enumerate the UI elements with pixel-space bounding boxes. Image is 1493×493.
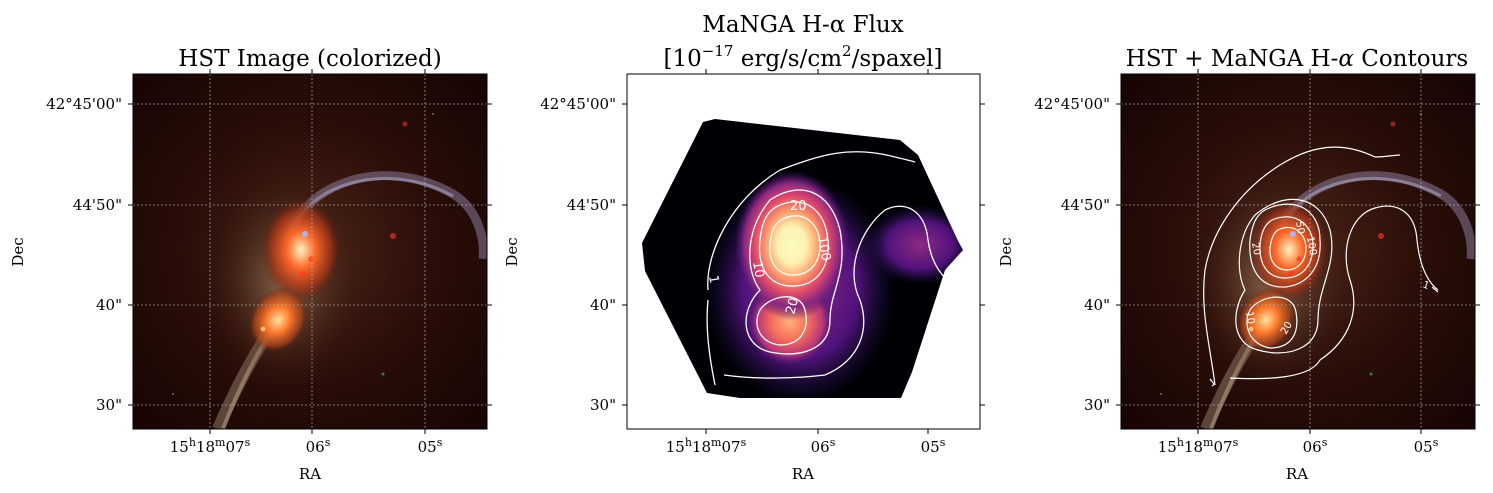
contour-10	[745, 189, 843, 355]
ytick-label: 42°45'00"	[46, 95, 122, 113]
xtick-label-ra1: 06s	[306, 436, 331, 456]
panel3-title: HST + MaNGA H-α Contours	[1126, 46, 1468, 72]
xtick-label-ra1: 06s	[811, 436, 836, 456]
panel-manga: 1 10 20 20 100 MaNGA H-α Flux [10−17 erg…	[503, 12, 985, 483]
clabel-1: 1	[1421, 279, 1431, 292]
contour-20a	[1249, 203, 1321, 288]
panel2-title-line2: [10−17 erg/s/cm2/spaxel]	[664, 42, 943, 72]
clabel-20b: 20	[783, 296, 802, 316]
contour-100	[769, 215, 821, 276]
panel3-xticklabels: 15h18m07s 06s 05s	[1158, 436, 1439, 456]
ytick-label: 30"	[590, 396, 616, 414]
panel1-ylabel: Dec	[9, 237, 27, 266]
contour-20a	[758, 201, 829, 287]
clabel-100: 100	[1304, 236, 1318, 257]
panel1-title: HST Image (colorized)	[178, 46, 441, 72]
contours-3	[1203, 146, 1439, 387]
contour-100	[1269, 227, 1307, 271]
hst-image-overlay	[1121, 74, 1475, 429]
manga-heatmap	[642, 119, 963, 398]
panel-hst: HST Image (colorized) 42°45'00" 44'50" 4…	[9, 46, 492, 483]
panel2-xticklabels: 15h18m07s 06s 05s	[666, 436, 946, 456]
panel-hst-contours: 1 10 20 20 50 100 HST + MaNGA H-α Contou…	[997, 46, 1480, 483]
panel2-ylabel: Dec	[503, 237, 521, 266]
axes-frame-2	[626, 73, 981, 430]
heat-blob-north	[734, 170, 850, 320]
ticks-3	[1116, 69, 1480, 434]
contour-20b	[1246, 296, 1298, 349]
xtick-label-ra0: 15h18m07s	[170, 436, 251, 456]
panel2-xlabel: RA	[792, 465, 814, 483]
ytick-label: 40"	[96, 296, 122, 314]
xtick-label-ra2: 05s	[921, 436, 946, 456]
ticks-2	[622, 69, 985, 434]
ytick-label: 40"	[590, 296, 616, 314]
panel3-yticklabels: 42°45'00" 44'50" 40" 30"	[1034, 95, 1110, 414]
grid-1	[133, 74, 487, 429]
ytick-label: 42°45'00"	[540, 95, 616, 113]
panel3-xlabel: RA	[1286, 465, 1308, 483]
xtick-label-ra0: 15h18m07s	[1158, 436, 1239, 456]
contour-10	[1235, 198, 1333, 354]
xtick-label-ra1: 06s	[1303, 436, 1328, 456]
panel2-yticklabels: 42°45'00" 44'50" 40" 30"	[540, 95, 616, 414]
clabel-20a: 20	[1249, 242, 1262, 256]
xtick-label-ra2: 05s	[1414, 436, 1439, 456]
axes-frame-1	[132, 73, 488, 430]
clabel-20a: 20	[790, 199, 807, 214]
clabel-10: 10	[749, 260, 767, 279]
xtick-label-ra2: 05s	[418, 436, 443, 456]
panel1-xlabel: RA	[299, 465, 321, 483]
ytick-label: 30"	[1084, 396, 1110, 414]
panel1-yticklabels: 42°45'00" 44'50" 40" 30"	[46, 95, 122, 414]
axes-frame-3	[1120, 73, 1476, 430]
hst-image	[133, 74, 487, 429]
ytick-label: 42°45'00"	[1034, 95, 1110, 113]
contours-2	[706, 151, 959, 386]
clabel-10: 10	[1243, 311, 1256, 325]
ytick-label: 44'50"	[567, 196, 616, 214]
contour-1	[706, 151, 959, 386]
panel3-ylabel: Dec	[997, 237, 1015, 266]
panel1-xticklabels: 15h18m07s 06s 05s	[170, 436, 443, 456]
ytick-label: 40"	[1084, 296, 1110, 314]
clabel-1: 1	[705, 274, 721, 285]
contour-50	[1259, 216, 1314, 279]
xtick-label-ra0: 15h18m07s	[666, 436, 747, 456]
ytick-label: 44'50"	[73, 196, 122, 214]
ticks-1	[128, 69, 492, 434]
contour-labels-3: 1 10 20 20 50 100	[1243, 221, 1431, 337]
ytick-label: 44'50"	[1061, 196, 1110, 214]
clabel-50: 50	[1293, 221, 1306, 235]
clabel-100: 100	[814, 235, 833, 262]
contour-1	[1203, 146, 1439, 386]
contour-labels-2: 1 10 20 20 100	[705, 199, 833, 316]
ytick-label: 30"	[96, 396, 122, 414]
panel2-title-line1: MaNGA H-α Flux	[702, 12, 903, 38]
contour-20b	[756, 296, 807, 346]
